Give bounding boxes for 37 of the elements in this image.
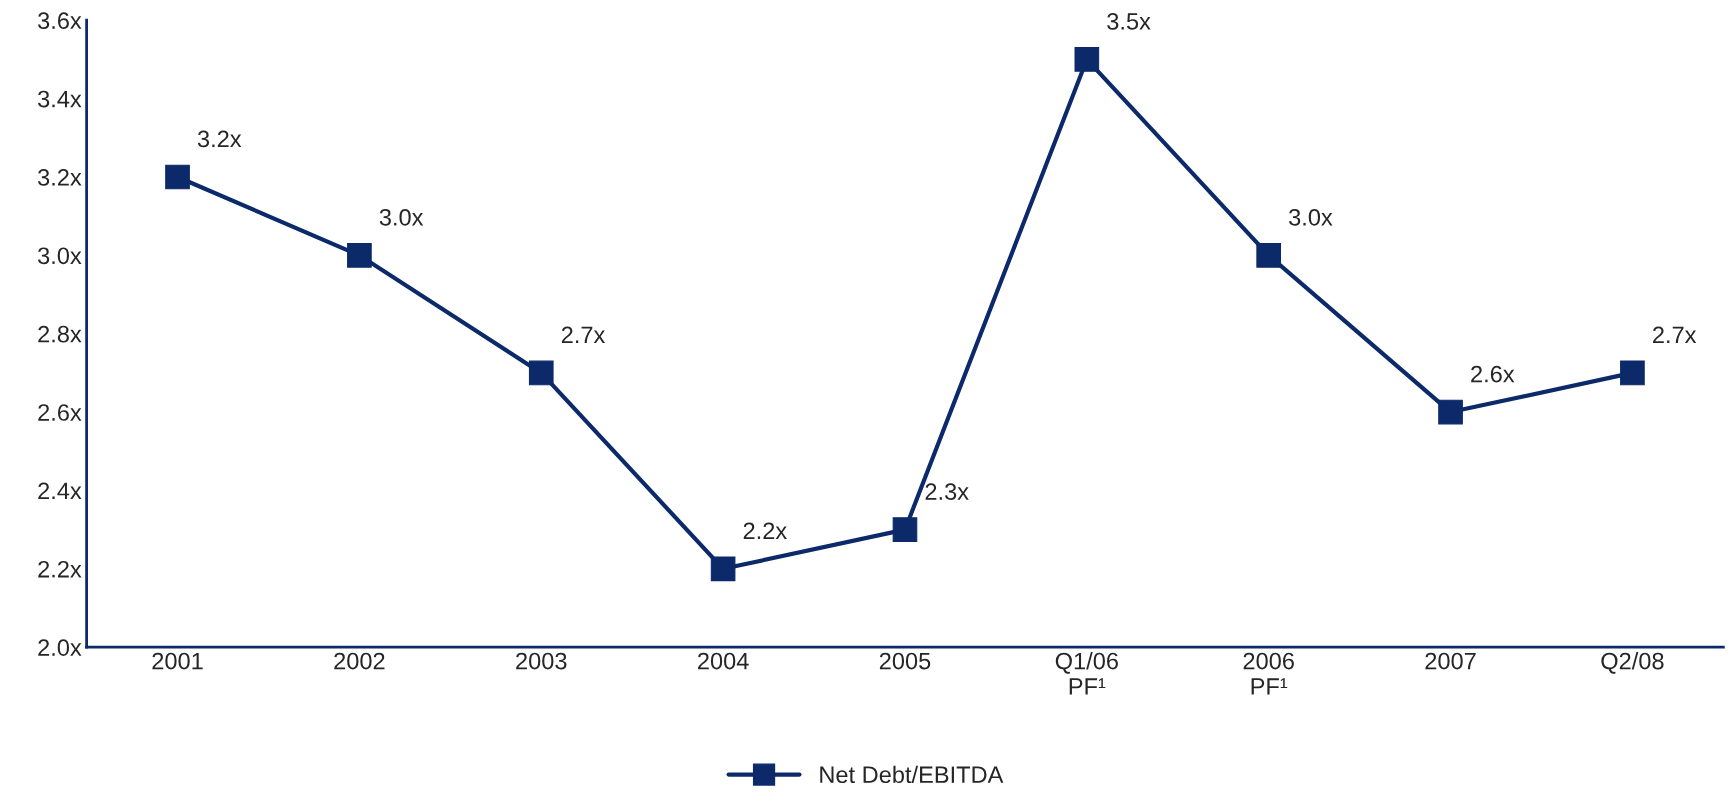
point bbox=[892, 517, 918, 542]
point bbox=[1620, 360, 1645, 386]
data-label: 2.3x bbox=[925, 483, 969, 500]
x-tick-label: 2004 bbox=[698, 652, 749, 670]
x-tick-label: Q1/06 PF¹ bbox=[1055, 652, 1118, 695]
point bbox=[528, 360, 554, 386]
y-tick-label: 2.4x bbox=[38, 482, 82, 500]
data-label: 3.5x bbox=[1107, 13, 1151, 30]
data-label: 2.7x bbox=[1653, 326, 1697, 343]
point bbox=[1074, 47, 1100, 72]
point bbox=[165, 164, 190, 190]
data-label: 3.0x bbox=[379, 208, 424, 226]
x-tick-label: Q2/08 bbox=[1601, 652, 1664, 674]
x-tick-label: 2002 bbox=[334, 652, 385, 670]
x-tick-label: 2005 bbox=[879, 652, 931, 670]
data-label: 3.0x bbox=[1289, 208, 1333, 226]
x-tick-label: 2001 bbox=[152, 652, 203, 670]
data-label: 3.2x bbox=[197, 130, 242, 148]
point bbox=[710, 556, 736, 582]
y-tick-label: 3.6x bbox=[38, 12, 82, 30]
data-label: 2.7x bbox=[561, 326, 606, 343]
x-tick-label: 2007 bbox=[1425, 652, 1476, 670]
y-tick-label: 2.2x bbox=[38, 560, 82, 578]
legend-label: Net Debt/EBITDA bbox=[820, 765, 1004, 784]
y-tick-label: 2.0x bbox=[38, 639, 82, 656]
y-tick-label: 3.0x bbox=[38, 247, 82, 265]
x-tick-label: 2006 PF¹ bbox=[1243, 652, 1294, 695]
point bbox=[1438, 399, 1463, 425]
data-label: 2.2x bbox=[743, 522, 787, 539]
point bbox=[347, 243, 372, 268]
y-tick-label: 3.4x bbox=[38, 90, 82, 108]
point bbox=[1256, 243, 1282, 268]
y-tick-label: 2.6x bbox=[38, 404, 82, 421]
y-tick-label: 2.8x bbox=[38, 325, 82, 343]
y-tick-label: 3.2x bbox=[38, 169, 82, 186]
x-tick-label: 2003 bbox=[516, 652, 567, 670]
data-label: 2.6x bbox=[1471, 365, 1515, 383]
